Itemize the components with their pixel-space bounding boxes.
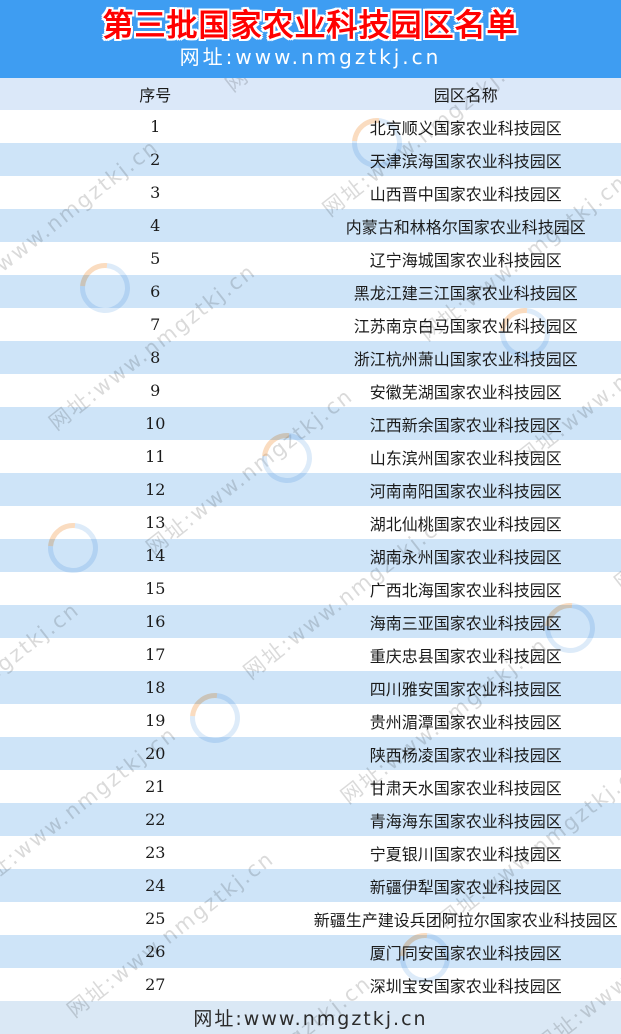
table-row: 16 海南三亚国家农业科技园区 xyxy=(0,605,621,638)
table-row: 19 贵州湄潭国家农业科技园区 xyxy=(0,704,621,737)
row-number: 8 xyxy=(150,348,161,367)
row-number: 1 xyxy=(150,117,161,136)
table-header-row: 序号 园区名称 xyxy=(0,78,621,110)
row-number: 22 xyxy=(145,810,166,829)
row-number: 17 xyxy=(145,645,166,664)
park-name: 深圳宝安国家农业科技园区 xyxy=(369,976,562,996)
table-body: 1 北京顺义国家农业科技园区 2 天津滨海国家农业科技园区 3 山西晋中国家农业… xyxy=(0,110,621,1001)
footer: 网址:www.nmgztkj.cn xyxy=(0,1001,621,1034)
column-header-number: 序号 xyxy=(139,86,172,105)
table-row: 17 重庆忠县国家农业科技园区 xyxy=(0,638,621,671)
row-number: 20 xyxy=(145,744,166,763)
table-row: 9 安徽芜湖国家农业科技园区 xyxy=(0,374,621,407)
park-name: 江苏南京白马国家农业科技园区 xyxy=(353,316,578,336)
table-row: 3 山西晋中国家农业科技园区 xyxy=(0,176,621,209)
row-number: 5 xyxy=(150,249,161,268)
row-number: 2 xyxy=(150,150,161,169)
row-number: 4 xyxy=(150,216,161,235)
park-name: 辽宁海城国家农业科技园区 xyxy=(369,250,562,270)
table-row: 5 辽宁海城国家农业科技园区 xyxy=(0,242,621,275)
park-name: 陕西杨凌国家农业科技园区 xyxy=(369,745,562,765)
park-name: 山东滨州国家农业科技园区 xyxy=(369,448,562,468)
park-name: 北京顺义国家农业科技园区 xyxy=(369,118,562,138)
table-row: 22 青海海东国家农业科技园区 xyxy=(0,803,621,836)
table-row: 15 广西北海国家农业科技园区 xyxy=(0,572,621,605)
park-name: 天津滨海国家农业科技园区 xyxy=(369,151,562,171)
page-title: 第三批国家农业科技园区名单 xyxy=(102,8,519,43)
table-row: 21 甘肃天水国家农业科技园区 xyxy=(0,770,621,803)
park-name: 广西北海国家农业科技园区 xyxy=(369,580,562,600)
row-number: 7 xyxy=(150,315,161,334)
park-name: 山西晋中国家农业科技园区 xyxy=(369,184,562,204)
park-name: 河南南阳国家农业科技园区 xyxy=(369,481,562,501)
footer-website-url: 网址:www.nmgztkj.cn xyxy=(193,1008,428,1030)
table-row: 12 河南南阳国家农业科技园区 xyxy=(0,473,621,506)
park-name: 浙江杭州萧山国家农业科技园区 xyxy=(353,349,578,369)
row-number: 16 xyxy=(145,612,166,631)
table-row: 20 陕西杨凌国家农业科技园区 xyxy=(0,737,621,770)
row-number: 27 xyxy=(145,975,166,994)
table-row: 26 厦门同安国家农业科技园区 xyxy=(0,935,621,968)
row-number: 18 xyxy=(145,678,166,697)
park-name: 新疆生产建设兵团阿拉尔国家农业科技园区 xyxy=(313,910,618,930)
table-row: 4 内蒙古和林格尔国家农业科技园区 xyxy=(0,209,621,242)
table-row: 18 四川雅安国家农业科技园区 xyxy=(0,671,621,704)
park-name: 厦门同安国家农业科技园区 xyxy=(369,943,562,963)
table-row: 7 江苏南京白马国家农业科技园区 xyxy=(0,308,621,341)
row-number: 24 xyxy=(145,876,166,895)
park-name: 黑龙江建三江国家农业科技园区 xyxy=(353,283,578,303)
park-name: 江西新余国家农业科技园区 xyxy=(369,415,562,435)
park-name: 贵州湄潭国家农业科技园区 xyxy=(369,712,562,732)
table-row: 23 宁夏银川国家农业科技园区 xyxy=(0,836,621,869)
row-number: 14 xyxy=(145,546,166,565)
row-number: 15 xyxy=(145,579,166,598)
column-header-park-name: 园区名称 xyxy=(433,86,498,105)
table-row: 10 江西新余国家农业科技园区 xyxy=(0,407,621,440)
row-number: 9 xyxy=(150,381,161,400)
banner-website-url: 网址:www.nmgztkj.cn xyxy=(179,45,442,69)
row-number: 6 xyxy=(150,282,161,301)
park-name: 重庆忠县国家农业科技园区 xyxy=(369,646,562,666)
table-row: 1 北京顺义国家农业科技园区 xyxy=(0,110,621,143)
row-number: 11 xyxy=(145,447,166,466)
row-number: 25 xyxy=(145,909,166,928)
row-number: 19 xyxy=(145,711,166,730)
park-name: 四川雅安国家农业科技园区 xyxy=(369,679,562,699)
park-name: 甘肃天水国家农业科技园区 xyxy=(369,778,562,798)
park-name: 海南三亚国家农业科技园区 xyxy=(369,613,562,633)
park-name: 宁夏银川国家农业科技园区 xyxy=(369,844,562,864)
table-row: 14 湖南永州国家农业科技园区 xyxy=(0,539,621,572)
park-name: 内蒙古和林格尔国家农业科技园区 xyxy=(345,217,586,237)
banner: 第三批国家农业科技园区名单 网址:www.nmgztkj.cn xyxy=(0,0,621,78)
table-row: 25 新疆生产建设兵团阿拉尔国家农业科技园区 xyxy=(0,902,621,935)
row-number: 23 xyxy=(145,843,166,862)
table-row: 11 山东滨州国家农业科技园区 xyxy=(0,440,621,473)
row-number: 13 xyxy=(145,513,166,532)
table-row: 2 天津滨海国家农业科技园区 xyxy=(0,143,621,176)
park-name: 安徽芜湖国家农业科技园区 xyxy=(369,382,562,402)
park-name: 新疆伊犁国家农业科技园区 xyxy=(369,877,562,897)
park-name: 湖南永州国家农业科技园区 xyxy=(369,547,562,567)
table-row: 13 湖北仙桃国家农业科技园区 xyxy=(0,506,621,539)
park-name: 湖北仙桃国家农业科技园区 xyxy=(369,514,562,534)
row-number: 10 xyxy=(145,414,166,433)
row-number: 3 xyxy=(150,183,161,202)
table-row: 6 黑龙江建三江国家农业科技园区 xyxy=(0,275,621,308)
row-number: 26 xyxy=(145,942,166,961)
table-row: 27 深圳宝安国家农业科技园区 xyxy=(0,968,621,1001)
row-number: 21 xyxy=(145,777,166,796)
table-row: 8 浙江杭州萧山国家农业科技园区 xyxy=(0,341,621,374)
row-number: 12 xyxy=(145,480,166,499)
table-row: 24 新疆伊犁国家农业科技园区 xyxy=(0,869,621,902)
park-name: 青海海东国家农业科技园区 xyxy=(369,811,562,831)
